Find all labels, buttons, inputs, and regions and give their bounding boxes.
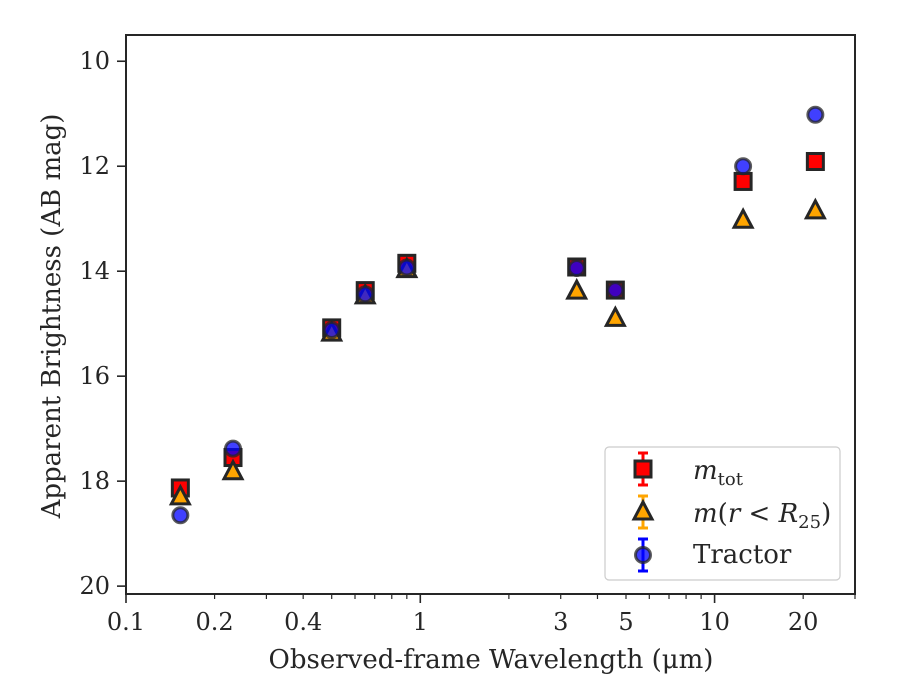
data-point-m-r-R25 xyxy=(603,305,627,327)
legend-label-mtot: mtot xyxy=(693,456,744,490)
legend-marker-shape xyxy=(634,546,652,564)
x-axis-ticks: 0.1 0.2 0.4 1 3 5 10 20 xyxy=(107,594,856,636)
legend-box xyxy=(604,446,841,581)
x-tick-label: 1 xyxy=(413,608,428,636)
data-point-tractor xyxy=(224,439,243,458)
plot-frame xyxy=(125,34,856,595)
data-point-mtot xyxy=(733,171,753,191)
data-point-mtot xyxy=(805,151,825,171)
x-tick-label: 0.2 xyxy=(196,608,234,636)
data-point-m-r-R25 xyxy=(221,458,245,481)
x-tick-label: 3 xyxy=(553,608,568,636)
legend-entry-m-r-R25: m(r < R25) xyxy=(631,494,831,533)
y-tick-label: 16 xyxy=(79,362,110,390)
legend-marker-shape xyxy=(633,459,653,479)
x-tick-label: 0.4 xyxy=(284,608,322,636)
y-axis-ticks: 10 12 14 16 18 20 xyxy=(79,47,126,600)
data-point-tractor xyxy=(356,285,375,304)
x-tick-label: 10 xyxy=(699,608,730,636)
data-point-tractor xyxy=(806,105,825,124)
y-tick-label: 20 xyxy=(79,572,110,600)
series-mtot xyxy=(170,151,825,498)
x-tick-label: 20 xyxy=(788,608,819,636)
legend-marker-tractor xyxy=(634,537,652,573)
y-tick-label: 14 xyxy=(79,257,110,285)
legend: mtot m(r < R25) Tractor xyxy=(604,446,841,581)
legend-entry-mtot: mtot xyxy=(633,451,744,490)
legend-label-tractor: Tractor xyxy=(693,540,792,570)
data-point-m-r-R25 xyxy=(731,207,755,229)
y-axis-label: Apparent Brightness (AB mag) xyxy=(37,114,67,520)
data-point-tractor xyxy=(606,281,625,300)
y-tick-label: 10 xyxy=(79,47,110,75)
legend-marker-m-r-R25 xyxy=(631,494,655,530)
legend-marker-shape xyxy=(631,498,655,521)
data-point-tractor xyxy=(171,506,190,525)
data-point-m-r-R25 xyxy=(565,277,589,300)
x-axis-label: Observed-frame Wavelength (μm) xyxy=(269,645,714,675)
x-tick-label: 5 xyxy=(618,608,633,636)
data-point-tractor xyxy=(567,259,586,278)
y-tick-label: 18 xyxy=(79,467,110,495)
data-point-m-r-R25 xyxy=(803,197,827,220)
data-point-tractor xyxy=(322,320,341,339)
data-point-tractor xyxy=(397,258,416,277)
data-point-m-r-R25 xyxy=(168,483,192,506)
data-points xyxy=(168,105,827,525)
legend-label-m-r-R25: m(r < R25) xyxy=(693,499,831,533)
x-tick-label: 0.1 xyxy=(107,608,145,636)
series-tractor xyxy=(171,105,825,525)
y-tick-label: 12 xyxy=(79,152,110,180)
data-point-tractor xyxy=(734,157,753,176)
legend-marker-mtot xyxy=(633,451,653,487)
legend-entry-tractor: Tractor xyxy=(634,537,792,573)
